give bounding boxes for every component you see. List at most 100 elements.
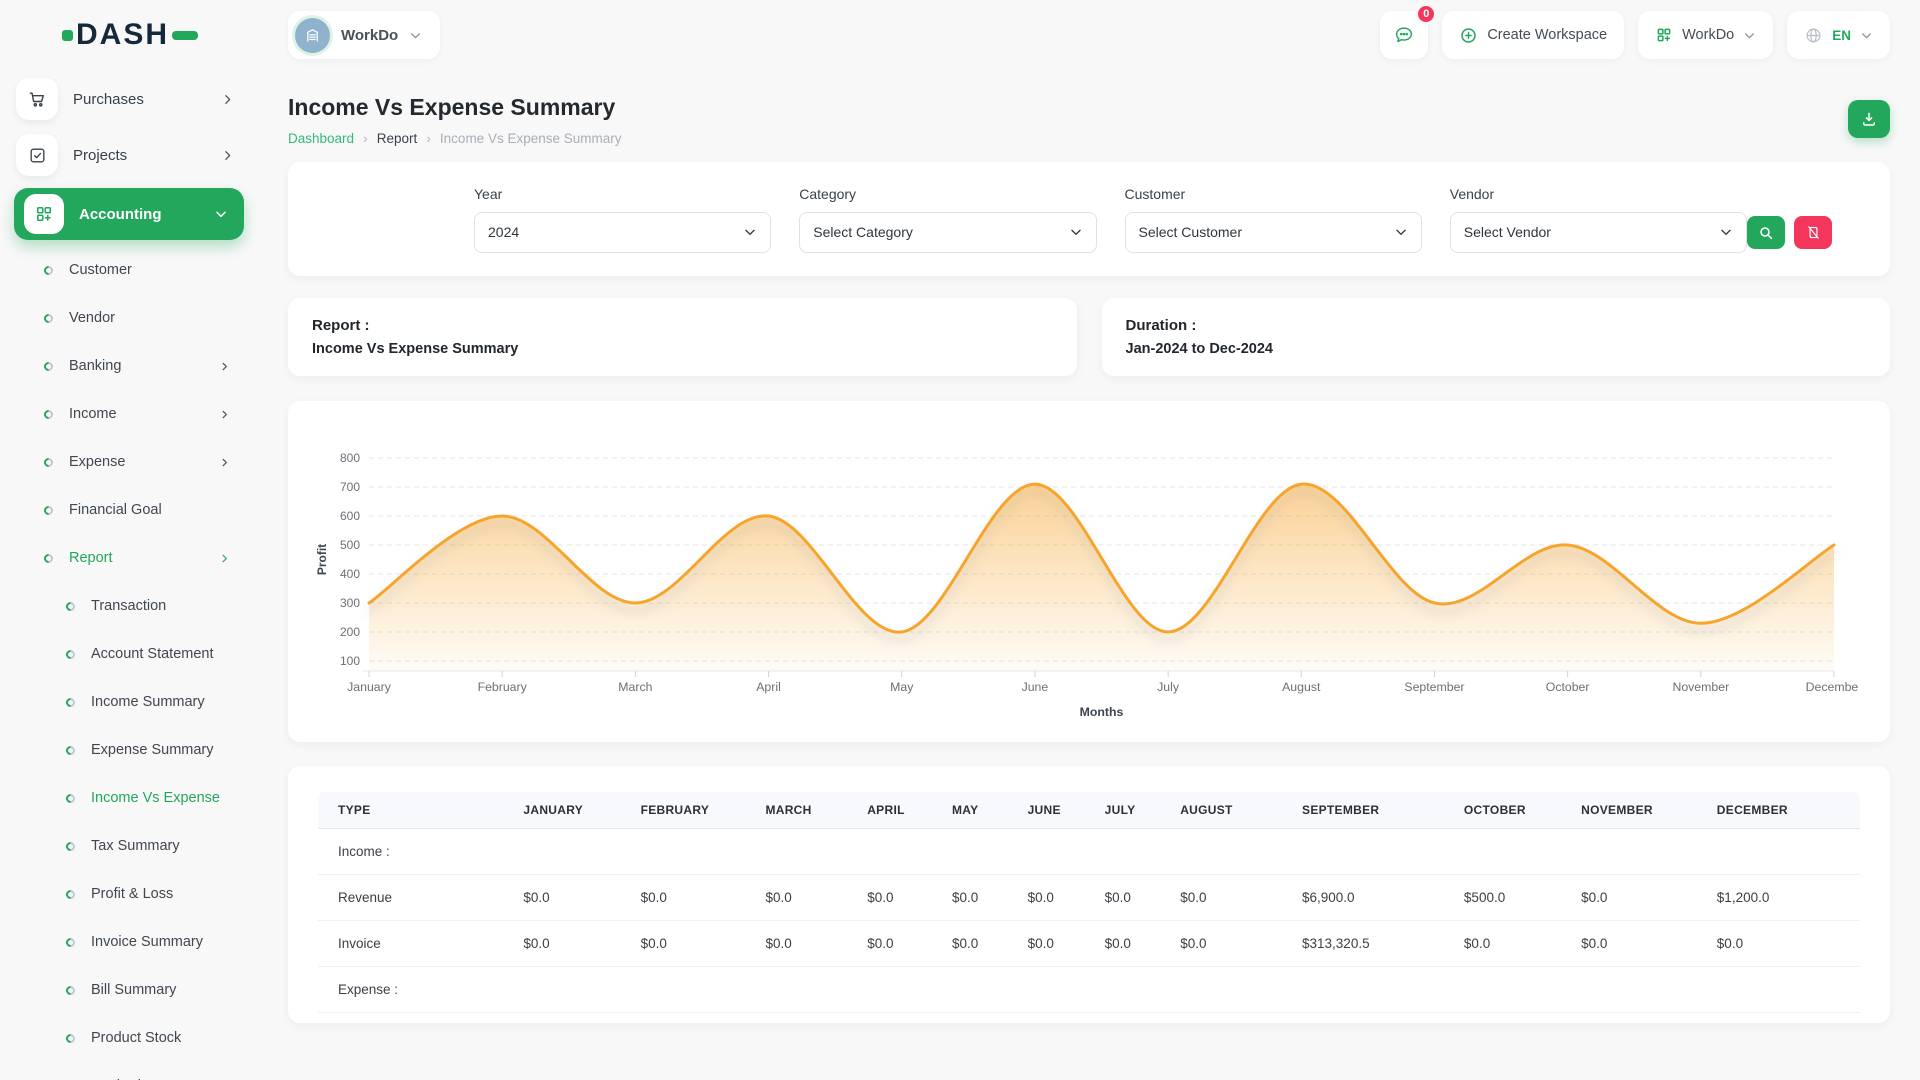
vendor-filter: Vendor Select Vendor: [1449, 185, 1747, 253]
sidebar-item-report[interactable]: Report: [0, 534, 258, 582]
y-axis-title: Profit: [315, 544, 329, 575]
income-expense-table: TYPE JANUARY FEBRUARY MARCH APRIL MAY JUNE JULY…: [318, 792, 1860, 1013]
y-axis-tick-label: 700: [340, 480, 360, 494]
workdo-menu-button[interactable]: WorkDo: [1638, 11, 1774, 59]
value-cell: $0.0: [515, 874, 633, 921]
language-selector[interactable]: EN: [1787, 11, 1890, 59]
vendor-select[interactable]: Select Vendor: [1449, 211, 1747, 253]
column-header: SEPTEMBER: [1294, 792, 1456, 829]
category-select[interactable]: Select Category: [799, 211, 1097, 253]
breadcrumb-dashboard[interactable]: Dashboard: [288, 130, 355, 146]
sidebar-item-label: Account Statement: [91, 646, 214, 662]
bullet-icon: [42, 263, 55, 277]
sidebar-item-accounting[interactable]: Accounting: [14, 188, 244, 240]
sidebar-item-projects[interactable]: Projects: [0, 132, 258, 178]
y-axis-tick-label: 500: [340, 538, 360, 552]
language-label: EN: [1832, 27, 1851, 43]
row-type-cell: Revenue: [318, 874, 516, 921]
year-select[interactable]: 2024: [474, 211, 772, 253]
messages-count-badge: 0: [1416, 4, 1437, 24]
chevron-down-icon: [743, 225, 757, 239]
year-label: Year: [474, 185, 503, 202]
duration-summary-card: Duration : Jan-2024 to Dec-2024: [1101, 298, 1890, 376]
x-axis-tick-label: August: [1282, 680, 1321, 694]
value-cell: $313,320.5: [1294, 920, 1456, 967]
logo-dot-icon: [62, 29, 73, 41]
section-title: Income :: [318, 828, 1860, 875]
sidebar-item-label: Expense: [69, 454, 126, 470]
value-cell: $0.0: [1096, 874, 1173, 921]
sidebar: DASH Purchases Projects Accounting: [0, 0, 258, 1080]
chevron-down-icon: [1743, 29, 1756, 42]
apply-filter-button[interactable]: [1747, 216, 1785, 249]
column-header: AUGUST: [1172, 792, 1295, 829]
sidebar-item-label: Tax Summary: [91, 838, 180, 854]
value-cell: $0.0: [1573, 920, 1709, 967]
column-header: TYPE: [318, 792, 516, 829]
sidebar-item-profit-loss[interactable]: Profit & Loss: [0, 870, 258, 918]
value-cell: $0.0: [1172, 874, 1295, 921]
bullet-icon: [64, 983, 77, 997]
sidebar-item-purchases[interactable]: Purchases: [0, 76, 258, 122]
sidebar-item-income-vs-expense[interactable]: Income Vs Expense: [0, 774, 258, 822]
customer-value: Select Customer: [1138, 224, 1242, 240]
sidebar-item-expense-summary[interactable]: Expense Summary: [0, 726, 258, 774]
value-cell: $0.0: [1708, 920, 1860, 967]
sidebar-item-transaction[interactable]: Transaction: [0, 582, 258, 630]
cart-icon: [16, 78, 58, 120]
workdo-menu-label: WorkDo: [1682, 27, 1735, 43]
workspace-selector[interactable]: WorkDo: [288, 11, 441, 59]
sidebar-item-income-summary[interactable]: Income Summary: [0, 678, 258, 726]
value-cell: $0.0: [757, 874, 860, 921]
sidebar-item-invoice-summary[interactable]: Invoice Summary: [0, 918, 258, 966]
chevron-right-icon: [219, 553, 230, 564]
sidebar-item-vendor[interactable]: Vendor: [0, 294, 258, 342]
bullet-icon: [64, 791, 77, 805]
x-axis-tick-label: November: [1672, 680, 1729, 694]
sidebar-item-income[interactable]: Income: [0, 390, 258, 438]
sidebar-item-tax-summary[interactable]: Tax Summary: [0, 822, 258, 870]
sidebar-item-cash-flow[interactable]: Cash Flow: [0, 1062, 258, 1080]
bullet-icon: [64, 887, 77, 901]
y-axis-tick-label: 300: [340, 596, 360, 610]
vendor-value: Select Vendor: [1463, 224, 1551, 240]
breadcrumb-report[interactable]: Report: [376, 130, 418, 146]
chart-card: 100 200 300 400 500 600 700 800 January February M…: [288, 401, 1890, 742]
globe-icon: [1806, 28, 1821, 42]
bullet-icon: [42, 551, 55, 565]
year-value: 2024: [488, 224, 520, 240]
y-axis-tick-label: 600: [340, 509, 360, 523]
customer-select[interactable]: Select Customer: [1124, 211, 1422, 253]
sidebar-item-bill-summary[interactable]: Bill Summary: [0, 966, 258, 1014]
vendor-label: Vendor: [1449, 185, 1495, 202]
sidebar-item-banking[interactable]: Banking: [0, 342, 258, 390]
sidebar-item-expense[interactable]: Expense: [0, 438, 258, 486]
sidebar-item-financial-goal[interactable]: Financial Goal: [0, 486, 258, 534]
create-workspace-label: Create Workspace: [1487, 27, 1608, 43]
bullet-icon: [64, 839, 77, 853]
sidebar-item-label: Customer: [69, 262, 132, 278]
x-axis-tick-label: December: [1806, 680, 1859, 694]
sidebar-item-label: Profit & Loss: [91, 886, 174, 902]
sidebar-item-account-statement[interactable]: Account Statement: [0, 630, 258, 678]
page-title: Income Vs Expense Summary: [288, 94, 616, 120]
year-filter: Year 2024: [474, 185, 772, 253]
filter-card: Year 2024 Category Select Category Custo…: [288, 162, 1890, 276]
bullet-icon: [64, 599, 77, 613]
sidebar-item-label: Income Summary: [91, 694, 205, 710]
sidebar-item-label: Invoice Summary: [91, 934, 204, 950]
download-button[interactable]: [1848, 100, 1890, 138]
brand-logo[interactable]: DASH: [0, 0, 258, 70]
y-axis-tick-label: 100: [340, 654, 360, 668]
sidebar-item-customer[interactable]: Customer: [0, 246, 258, 294]
download-icon: [1863, 112, 1875, 126]
chevron-right-icon: [221, 149, 234, 162]
value-cell: $6,900.0: [1294, 874, 1456, 921]
bullet-icon: [42, 455, 55, 469]
sidebar-item-product-stock[interactable]: Product Stock: [0, 1014, 258, 1062]
messages-button[interactable]: 0: [1380, 4, 1437, 59]
chevron-right-icon: [221, 93, 234, 106]
reset-filter-button[interactable]: [1794, 216, 1832, 249]
create-workspace-button[interactable]: Create Workspace: [1442, 11, 1625, 59]
value-cell: $1,200.0: [1708, 874, 1860, 921]
